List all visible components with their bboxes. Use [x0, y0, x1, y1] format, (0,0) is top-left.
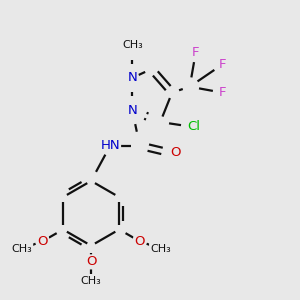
Text: CH₃: CH₃ [11, 244, 32, 254]
Text: F: F [218, 86, 226, 99]
Text: Cl: Cl [188, 120, 201, 133]
Text: N: N [128, 71, 137, 84]
Text: N: N [128, 104, 137, 117]
Text: CH₃: CH₃ [150, 244, 171, 254]
Text: O: O [86, 255, 96, 268]
Text: HN: HN [100, 139, 120, 152]
Text: O: O [134, 235, 145, 248]
Text: O: O [171, 146, 181, 159]
Text: CH₃: CH₃ [122, 40, 143, 50]
Text: F: F [192, 46, 200, 59]
Text: CH₃: CH₃ [81, 276, 101, 286]
Text: O: O [37, 235, 48, 248]
Text: F: F [218, 58, 226, 71]
